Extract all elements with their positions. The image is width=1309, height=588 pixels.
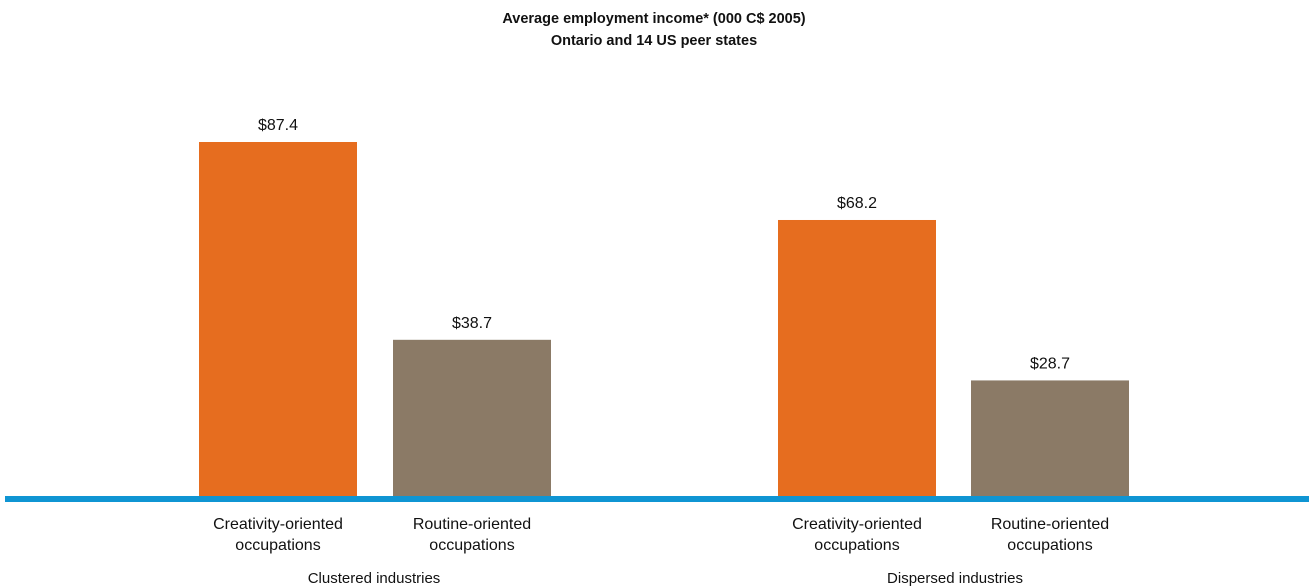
bar-1-routine (393, 339, 551, 497)
chart-title: Average employment income* (000 C$ 2005) (502, 11, 805, 27)
category-label: occupations (814, 537, 899, 554)
category-label: Routine-oriented (413, 516, 531, 533)
category-label: occupations (1007, 537, 1092, 554)
bar-2-routine (971, 380, 1129, 497)
bar-2-creativity (778, 219, 936, 497)
category-label: Creativity-oriented (792, 516, 922, 533)
labels-layer: $87.4 Creativity-oriented occupations $38.7… (5, 117, 1309, 587)
category-label: Routine-oriented (991, 516, 1109, 533)
category-label: occupations (235, 537, 320, 554)
value-label: $28.7 (1030, 355, 1070, 372)
bar-1-creativity (199, 142, 357, 497)
category-label: occupations (429, 537, 514, 554)
group-label: Dispersed industries (887, 570, 1023, 587)
group-label: Clustered industries (308, 570, 441, 587)
bars-layer (199, 142, 1129, 497)
chart-subtitle: Ontario and 14 US peer states (551, 33, 757, 49)
category-label: Creativity-oriented (213, 516, 343, 533)
x-axis-baseline (5, 496, 1309, 502)
value-label: $68.2 (837, 195, 877, 212)
value-label: $87.4 (258, 117, 298, 134)
value-label: $38.7 (452, 315, 492, 332)
